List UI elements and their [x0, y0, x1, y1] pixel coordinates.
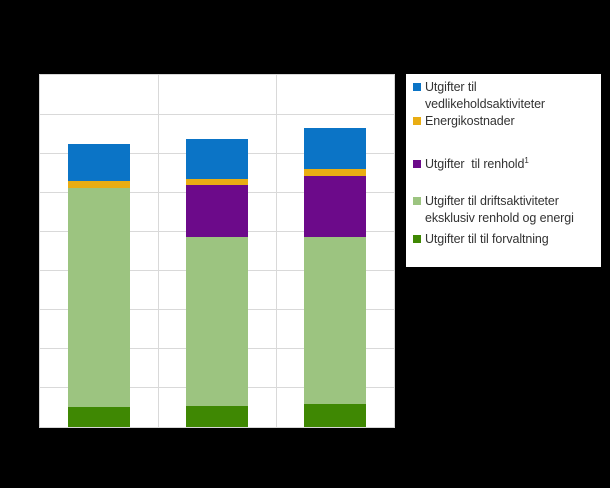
gridline-vertical	[275, 75, 277, 427]
bar-segment	[186, 138, 248, 179]
bar-stack	[304, 75, 366, 427]
bar-segment	[304, 127, 366, 170]
legend-item-forvaltning[interactable]: Utgifter til til forvaltning	[413, 231, 595, 248]
legend-label: Utgifter til driftsaktiviteter eksklusiv…	[425, 194, 574, 225]
legend-item-energi[interactable]: Energikostnader	[413, 113, 595, 130]
bar-segment	[186, 405, 248, 427]
legend-swatch-renhold-icon	[413, 160, 421, 168]
bar-segment	[68, 181, 130, 189]
gridline-horizontal	[40, 113, 394, 115]
legend-item-drift[interactable]: Utgifter til driftsaktiviteter eksklusiv…	[413, 193, 595, 227]
plot-area	[39, 74, 395, 428]
chart-legend: Utgifter til vedlikeholdsaktiviteter Ene…	[404, 72, 603, 269]
legend-superscript: 1	[524, 155, 529, 165]
legend-swatch-drift-icon	[413, 197, 421, 205]
bar-segment	[304, 175, 366, 237]
bar-segment	[68, 407, 130, 427]
bar-stack	[68, 75, 130, 427]
legend-label: Utgifter til renhold1	[425, 155, 529, 171]
gridline-vertical	[157, 75, 159, 427]
bar-segment	[68, 188, 130, 408]
legend-label: Energikostnader	[425, 114, 515, 128]
bar-segment	[304, 169, 366, 176]
legend-label: Utgifter til vedlikeholdsaktiviteter	[425, 80, 545, 111]
bar-segment	[186, 237, 248, 406]
legend-label: Utgifter til til forvaltning	[425, 232, 549, 246]
legend-swatch-vedlikehold-icon	[413, 83, 421, 91]
bar-segment	[304, 404, 366, 427]
bar-segment	[68, 144, 130, 181]
bar-segment	[304, 236, 366, 405]
legend-item-vedlikehold[interactable]: Utgifter til vedlikeholdsaktiviteter	[413, 79, 595, 113]
legend-swatch-forvaltning-icon	[413, 235, 421, 243]
plot-inner	[40, 75, 394, 427]
legend-swatch-energi-icon	[413, 117, 421, 125]
legend-item-renhold[interactable]: Utgifter til renhold1	[413, 156, 595, 173]
bar-segment	[186, 185, 248, 238]
bar-segment	[186, 178, 248, 186]
bar-stack	[186, 75, 248, 427]
